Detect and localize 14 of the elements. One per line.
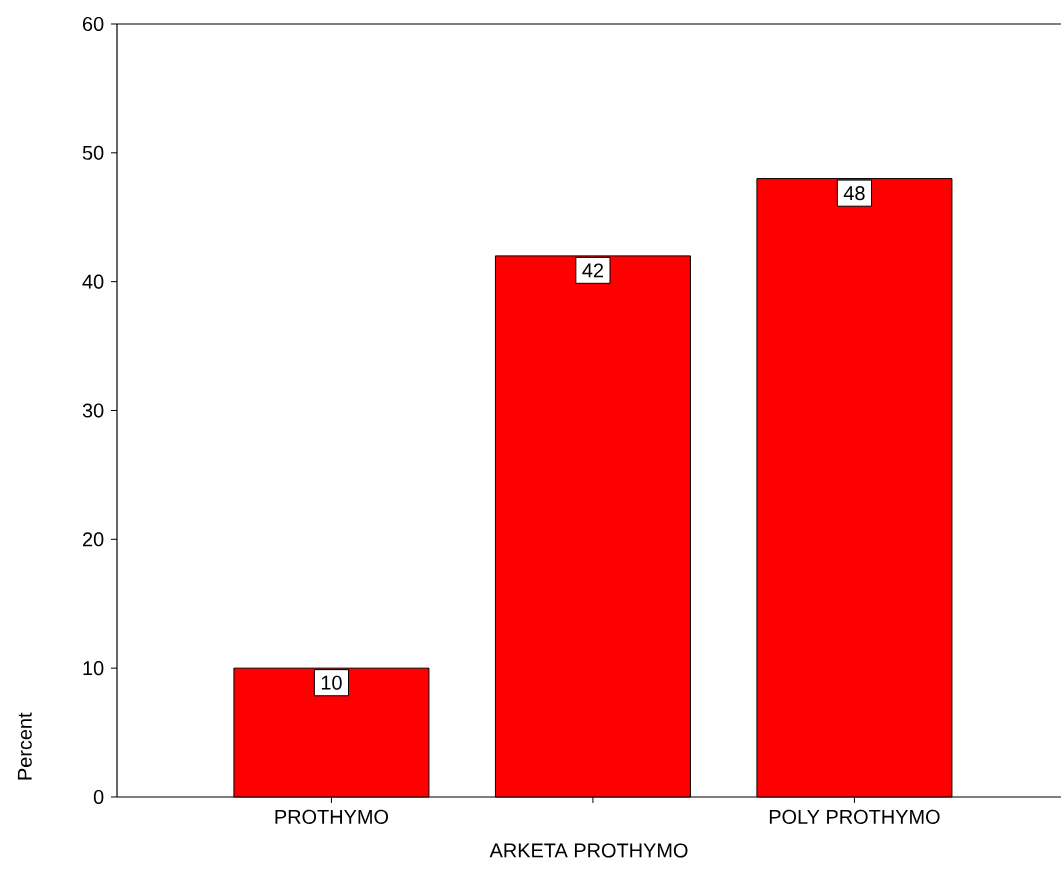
y-axis-title: Percent	[17, 712, 32, 780]
y-tick-label: 30	[82, 403, 104, 418]
x-tick-label: PROTHYMO	[275, 809, 389, 824]
y-tick-label: 40	[82, 274, 104, 289]
x-axis-title: ARKETA PROTHYMO	[489, 843, 688, 858]
y-tick-label: 60	[83, 16, 104, 32]
y-tick-label: 20	[83, 532, 104, 547]
data-label: 42	[582, 263, 604, 278]
data-label: 48	[843, 186, 865, 201]
y-tick-label: 10	[83, 661, 104, 676]
y-tick-label: 50	[82, 145, 104, 160]
x-tick-label: POLY PROTHYMO	[769, 809, 940, 824]
y-tick-label: 0	[93, 789, 104, 805]
data-label: 10	[321, 675, 342, 690]
